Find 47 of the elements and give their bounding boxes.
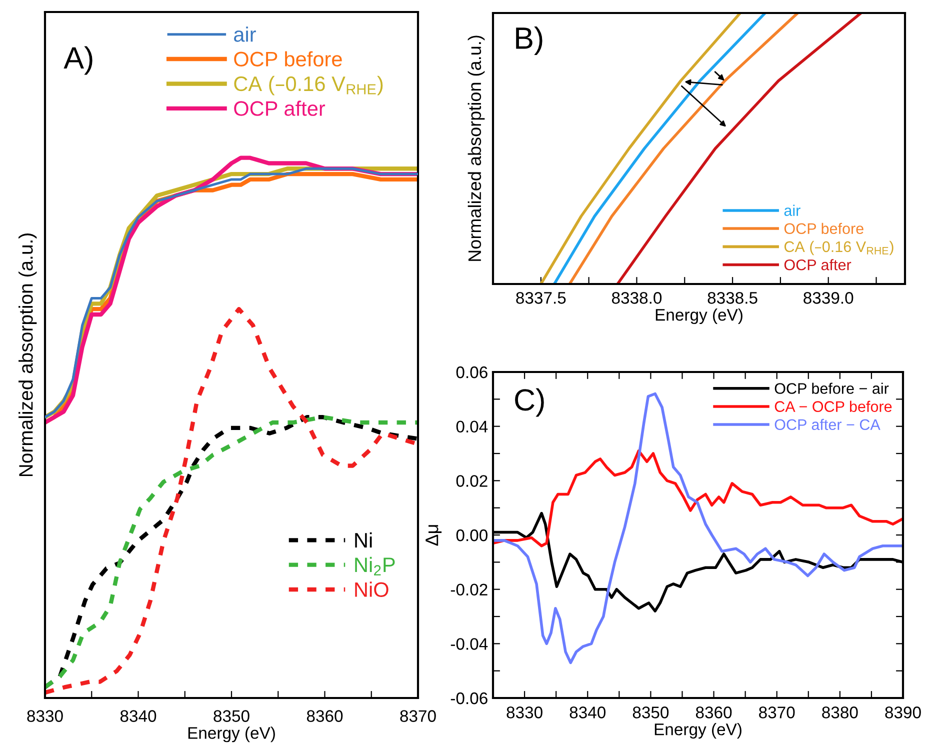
legend-label: OCP after − CA [774,418,880,430]
legend-label: air [234,26,256,42]
x-tick-label: 8338.0 [612,292,662,304]
x-tick-label: 8340 [120,710,156,722]
y-axis-title: Normalized absorption (a.u.) [18,234,37,476]
x-axis-title: Energy (eV) [656,308,742,324]
x-tick-label: 8330 [27,710,63,722]
legend-label: NiO [355,582,388,597]
x-tick-label: 8370 [400,710,436,722]
legend-label: OCP after [234,100,326,116]
legend-label: Ni [355,532,372,548]
y-tick-label: 0.06 [456,366,488,378]
legend-label: CA (–0.16 V$_{RHE}$) [784,240,894,256]
annotation: B) [516,26,542,56]
y-tick-label: -0.02 [450,584,488,596]
line-series [493,449,903,548]
y-tick-label: -0.04 [450,638,488,650]
annotation: C) [515,388,544,417]
x-axis-title: Energy (eV) [654,723,742,739]
legend-label: air [784,204,800,216]
x-tick-label: 8360 [306,710,343,722]
y-tick-label: -0.06 [450,692,488,704]
x-tick-label: 8337.5 [516,292,566,304]
y-tick-label: 0.02 [456,475,488,487]
x-tick-label: 8390 [885,706,921,718]
legend-label: OCP after [784,259,852,270]
y-axis-title: Δμ [426,525,442,546]
x-tick-label: 8380 [822,706,858,718]
text: A) [64,46,92,75]
legend-label: OCP before [784,222,864,234]
y-tick-label: 0.04 [456,420,488,433]
x-tick-label: 8339.0 [804,292,854,304]
x-tick-label: 8350 [632,706,669,718]
legend-label: OCP before − air [774,382,889,394]
x-tick-label: 8360 [696,706,732,718]
legend-label: OCP before [234,51,342,67]
x-tick-label: 8338.5 [708,292,758,304]
legend-label: Ni$_{2}$P [355,556,395,576]
legend-label: CA (–0.16 V$_{RHE}$) [234,76,383,96]
x-axis-title: Energy (eV) [188,726,275,742]
x-tick-label: 8370 [759,706,795,718]
x-tick-label: 8330 [506,706,542,718]
x-tick-label: 8350 [214,710,250,722]
y-tick-label: 0.00 [456,529,488,542]
y-axis-title: Normalized absorption (a.u.) [468,36,485,261]
x-tick-label: 8340 [570,706,606,718]
legend-label: CA − OCP before [774,400,892,412]
